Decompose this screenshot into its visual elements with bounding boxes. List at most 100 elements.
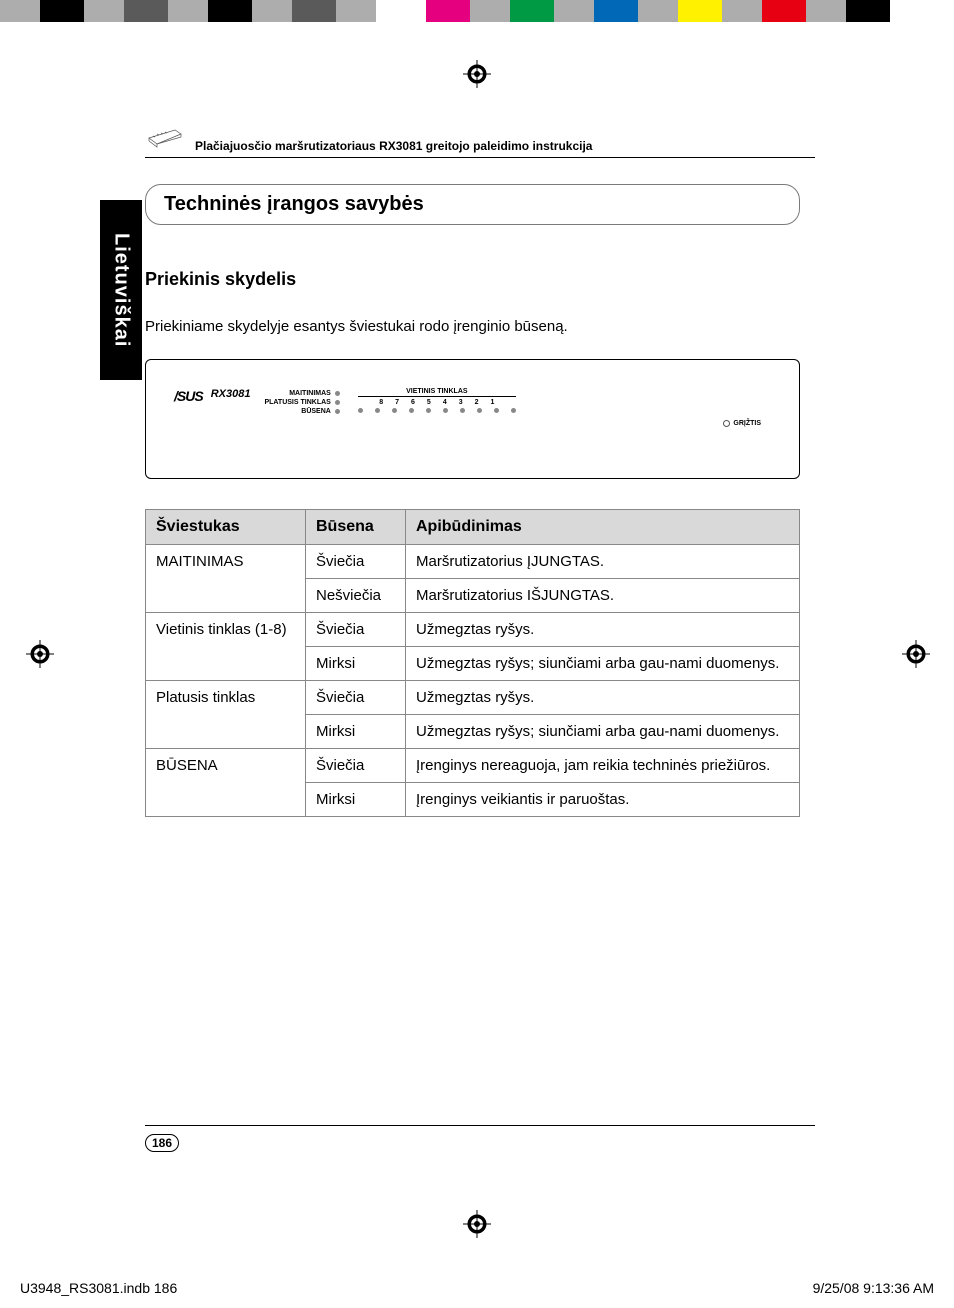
lan-dot: [358, 408, 363, 413]
table-row: BŪSENAŠviečiaĮrenginys nereaguoja, jam r…: [146, 749, 800, 783]
lan-number: 3: [459, 399, 463, 406]
registration-mark-icon: [902, 640, 930, 668]
page-content: Plačiajuosčio maršrutizatoriaus RX3081 g…: [145, 120, 815, 817]
indd-timestamp: 9/25/08 9:13:36 AM: [813, 1280, 934, 1296]
table-cell: Įrenginys nereaguoja, jam reikia technin…: [406, 749, 800, 783]
table-cell: Maršrutizatorius ĮJUNGTAS.: [406, 545, 800, 579]
lan-number: 8: [379, 399, 383, 406]
indd-filename: U3948_RS3081.indb 186: [20, 1280, 177, 1296]
lan-dot: [392, 408, 397, 413]
color-swatch: [252, 0, 292, 22]
footer-rule: [145, 1125, 815, 1126]
color-swatch: [554, 0, 594, 22]
color-swatch: [594, 0, 638, 22]
reset-label: GRĮŽTIS: [723, 420, 761, 427]
table-row: Vietinis tinklas (1-8)ŠviečiaUžmegztas r…: [146, 613, 800, 647]
indesign-slug: U3948_RS3081.indb 186 9/25/08 9:13:36 AM: [20, 1280, 934, 1296]
table-cell: Užmegztas ryšys; siunčiami arba gau-nami…: [406, 647, 800, 681]
table-cell: Maršrutizatorius IŠJUNGTAS.: [406, 579, 800, 613]
section-heading-pill: Techninės įrangos savybės: [145, 184, 800, 225]
color-swatch: [722, 0, 762, 22]
color-swatch: [0, 0, 40, 22]
table-header: Būsena: [306, 510, 406, 545]
table-header: Apibūdinimas: [406, 510, 800, 545]
lan-number: 7: [395, 399, 399, 406]
lan-number: 6: [411, 399, 415, 406]
table-header: Šviestukas: [146, 510, 306, 545]
lan-number: 5: [427, 399, 431, 406]
lan-header: VIETINIS TINKLAS: [358, 388, 516, 397]
color-swatch: [292, 0, 336, 22]
color-swatch: [376, 0, 426, 22]
lan-dot: [375, 408, 380, 413]
table-cell: Įrenginys veikiantis ir paruoštas.: [406, 783, 800, 817]
table-cell: Užmegztas ryšys.: [406, 681, 800, 715]
color-swatch: [762, 0, 806, 22]
lan-number: 4: [443, 399, 447, 406]
model-label: RX3081: [211, 388, 251, 400]
color-swatch: [426, 0, 470, 22]
color-swatch: [168, 0, 208, 22]
front-panel-diagram: /SUS RX3081 MAITINIMAS PLATUSIS TINKLAS BŪ…: [145, 359, 800, 479]
color-swatch: [638, 0, 678, 22]
intro-paragraph: Priekiniame skydelyje esantys šviestukai…: [145, 318, 815, 335]
color-swatch: [84, 0, 124, 22]
color-swatch: [806, 0, 846, 22]
table-cell: Mirksi: [306, 647, 406, 681]
table-cell: Platusis tinklas: [146, 681, 306, 749]
lan-dot: [494, 408, 499, 413]
reset-hole-icon: [723, 420, 730, 427]
section-title: Techninės įrangos savybės: [164, 193, 781, 216]
led-label-column: MAITINIMAS PLATUSIS TINKLAS BŪSENA: [264, 390, 339, 415]
page-header: Plačiajuosčio maršrutizatoriaus RX3081 g…: [145, 120, 815, 158]
lan-dot: [443, 408, 448, 413]
table-cell: Šviečia: [306, 545, 406, 579]
registration-mark-icon: [463, 60, 491, 88]
lan-dot: [511, 408, 516, 413]
color-swatch: [470, 0, 510, 22]
subsection-title: Priekinis skydelis: [145, 269, 815, 290]
table-cell: Mirksi: [306, 783, 406, 817]
color-swatch: [846, 0, 890, 22]
lan-dot: [409, 408, 414, 413]
lan-numbers: 8 7 6 5 4 3 2 1: [358, 399, 516, 406]
table-cell: Nešviečia: [306, 579, 406, 613]
registration-mark-icon: [26, 640, 54, 668]
language-label: Lietuviškai: [110, 233, 133, 347]
color-swatch: [124, 0, 168, 22]
table-row: MAITINIMASŠviečiaMaršrutizatorius ĮJUNGT…: [146, 545, 800, 579]
language-side-tab: Lietuviškai: [100, 200, 142, 380]
lan-dot: [460, 408, 465, 413]
color-swatch: [510, 0, 554, 22]
lan-number: 2: [475, 399, 479, 406]
lan-dots: [358, 408, 516, 413]
color-swatch: [208, 0, 252, 22]
router-icon: [145, 120, 185, 153]
led-label-row: BŪSENA: [301, 408, 340, 415]
table-cell: Užmegztas ryšys; siunčiami arba gau-nami…: [406, 715, 800, 749]
led-label-row: PLATUSIS TINKLAS: [264, 399, 339, 406]
table-cell: BŪSENA: [146, 749, 306, 817]
table-cell: Mirksi: [306, 715, 406, 749]
table-cell: Užmegztas ryšys.: [406, 613, 800, 647]
led-label-row: MAITINIMAS: [289, 390, 340, 397]
table-cell: MAITINIMAS: [146, 545, 306, 613]
registration-mark-icon: [463, 1210, 491, 1238]
brand-logo: /SUS: [174, 388, 203, 404]
color-swatch: [678, 0, 722, 22]
page-title: Plačiajuosčio maršrutizatoriaus RX3081 g…: [195, 139, 592, 153]
table-cell: Vietinis tinklas (1-8): [146, 613, 306, 681]
lan-led-block: VIETINIS TINKLAS 8 7 6 5 4 3 2 1: [358, 388, 516, 413]
lan-number: 1: [491, 399, 495, 406]
color-swatch: [336, 0, 376, 22]
page-number: 186: [145, 1134, 179, 1152]
table-row: Platusis tinklasŠviečiaUžmegztas ryšys.: [146, 681, 800, 715]
color-swatch: [40, 0, 84, 22]
print-colorbar: [0, 0, 954, 22]
table-cell: Šviečia: [306, 749, 406, 783]
reset-text: GRĮŽTIS: [733, 420, 761, 427]
led-table: Šviestukas Būsena Apibūdinimas MAITINIMA…: [145, 509, 800, 817]
lan-dot: [426, 408, 431, 413]
table-cell: Šviečia: [306, 681, 406, 715]
table-cell: Šviečia: [306, 613, 406, 647]
